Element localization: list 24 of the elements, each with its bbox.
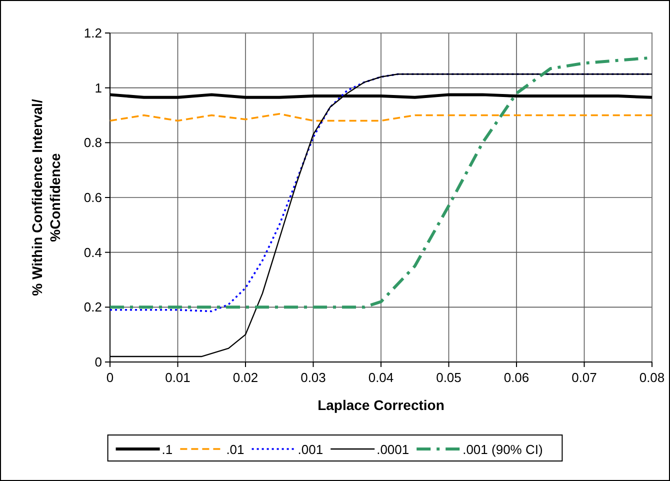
- legend-label: .0001: [376, 442, 410, 457]
- x-tick-label: 0.01: [165, 370, 190, 385]
- y-tick-label: 0: [94, 354, 102, 370]
- y-tick-label: 1: [94, 80, 102, 96]
- legend-label: .001 (90% CI): [462, 442, 543, 457]
- x-tick-label: 0: [106, 370, 114, 385]
- legend-label: .1: [162, 442, 173, 457]
- x-tick-label: 0.04: [368, 370, 394, 385]
- y-tick-label: 0.8: [84, 135, 102, 150]
- y-tick-label: 0.4: [84, 244, 102, 260]
- x-tick-label: 0.08: [639, 370, 665, 385]
- legend-label: .01: [226, 442, 244, 457]
- x-tick-label: 0.07: [572, 370, 597, 385]
- x-tick-label: 0.03: [300, 370, 326, 385]
- y-tick-label: 1.2: [84, 26, 102, 40]
- x-axis-title: Laplace Correction: [318, 397, 444, 413]
- x-tick-label: 0.02: [232, 370, 258, 385]
- y-axis-title: % Within Confidence Interval/ %Confidence: [29, 99, 63, 296]
- line-series: [109, 112, 653, 122]
- legend-label: .001: [298, 442, 324, 457]
- y-tick-label: 0.6: [84, 190, 102, 205]
- y-tick-label: 0.2: [84, 300, 102, 315]
- x-tick-label: 0.05: [436, 370, 462, 385]
- x-tick-label: 0.06: [504, 370, 530, 385]
